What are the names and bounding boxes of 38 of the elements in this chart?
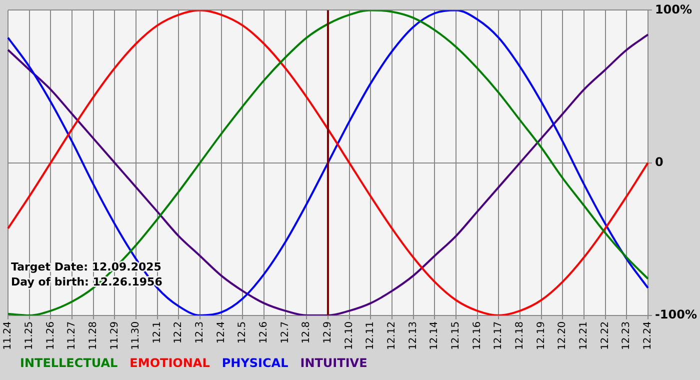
x-tick-label: 12.5 <box>237 321 248 344</box>
x-tick-label: 12.17 <box>493 321 504 350</box>
y-tick-label: 100% <box>654 2 692 16</box>
x-tick-label: 12.3 <box>194 321 206 344</box>
y-tick-label: -100% <box>654 307 698 322</box>
x-tick-label: 12.13 <box>408 321 419 350</box>
x-tick-label: 12.11 <box>365 321 376 350</box>
x-tick-label: 11.30 <box>130 321 142 350</box>
x-tick-label: 12.12 <box>386 321 398 350</box>
x-tick-label: 11.25 <box>24 321 35 350</box>
x-tick-label: 11.29 <box>109 321 120 350</box>
x-tick-label: 12.24 <box>642 321 654 350</box>
x-tick-label: 12.4 <box>216 321 227 344</box>
x-tick-label: 12.19 <box>536 321 547 350</box>
x-tick-label: 12.10 <box>344 321 355 350</box>
x-tick-label: 12.20 <box>557 321 568 350</box>
text: INTELLECTUAL <box>20 356 118 370</box>
x-tick-label: 12.2 <box>173 321 184 344</box>
x-tick-label: 12.21 <box>578 321 590 350</box>
x-tick-label: 12.16 <box>472 321 483 350</box>
x-tick-label: 12.9 <box>322 321 334 344</box>
x-tick-label: 12.14 <box>429 321 440 350</box>
x-tick-label: 12.8 <box>301 321 312 344</box>
y-tick-label: 0 <box>654 154 664 169</box>
x-tick-label: 11.26 <box>45 321 56 350</box>
x-tick-label: 12.15 <box>450 321 462 350</box>
x-tick-label: 12.7 <box>280 321 291 344</box>
text: PHYSICAL <box>222 356 289 370</box>
x-tick-label: 12.6 <box>258 321 270 344</box>
text: INTUITIVE <box>300 356 368 370</box>
x-tick-label: 12.22 <box>600 321 611 350</box>
text: EMOTIONAL <box>130 356 210 370</box>
x-tick-label: 11.27 <box>66 321 78 350</box>
x-tick-label: 12.1 <box>152 321 163 344</box>
x-tick-label: 11.28 <box>88 321 99 350</box>
x-tick-label: 12.23 <box>621 321 632 350</box>
x-tick-label: 11.24 <box>2 321 14 350</box>
x-tick-label: 12.18 <box>514 321 526 350</box>
